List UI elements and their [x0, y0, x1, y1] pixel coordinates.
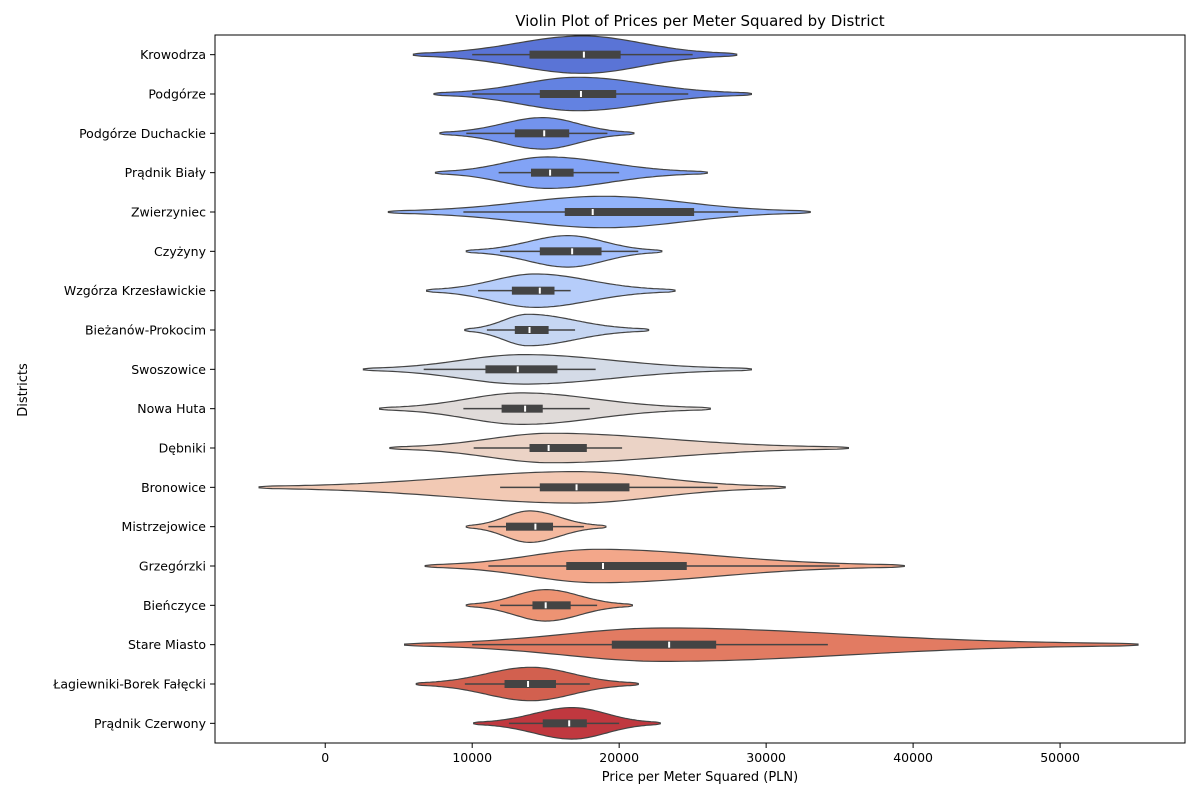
- violin-median: [668, 641, 671, 648]
- violin-13: [424, 548, 905, 584]
- chart-title: Violin Plot of Prices per Meter Squared …: [515, 12, 884, 30]
- y-tick-label: Prądnik Biały: [125, 165, 207, 180]
- violin-6: [425, 273, 676, 308]
- violin-iqr-box: [485, 365, 558, 374]
- violin-3: [434, 156, 708, 189]
- violin-14: [465, 589, 633, 622]
- violin-median: [579, 91, 582, 97]
- violin-12: [465, 510, 607, 543]
- y-tick-label: Podgórze Duchackie: [79, 126, 206, 141]
- violin-iqr-box: [564, 208, 695, 216]
- violin-iqr-box: [511, 286, 555, 295]
- y-tick-label: Bronowice: [141, 480, 206, 495]
- violin-median: [575, 484, 578, 491]
- violin-iqr-box: [506, 522, 554, 531]
- violin-median: [534, 523, 537, 530]
- y-tick-label: Swoszowice: [131, 362, 206, 377]
- x-tick-label: 10000: [452, 750, 492, 765]
- violin-median: [527, 681, 530, 687]
- violin-median: [544, 602, 547, 609]
- violin-median: [591, 209, 594, 215]
- violin-iqr-box: [539, 247, 602, 256]
- violin-median: [602, 563, 604, 569]
- violin-7: [464, 313, 650, 347]
- y-axis-title: Districts: [16, 363, 31, 417]
- violin-iqr-box: [514, 326, 549, 334]
- plot-area: [258, 35, 1139, 740]
- violin-median: [528, 327, 531, 333]
- violin-4: [387, 195, 811, 229]
- violin-2: [439, 117, 635, 150]
- y-axis: Krowodrza Podgórze Podgórze Duchackie Prądn…: [52, 47, 215, 731]
- x-axis-title: Price per Meter Squared (PLN): [602, 770, 798, 785]
- violin-iqr-box: [532, 601, 571, 610]
- violin-11: [258, 471, 786, 504]
- violin-iqr-box: [529, 50, 621, 59]
- violin-median: [538, 287, 541, 294]
- violin-iqr-box: [611, 640, 717, 649]
- violin-17: [473, 707, 661, 740]
- y-tick-label: Wzgórza Krzesławickie: [64, 283, 206, 298]
- y-tick-label: Nowa Huta: [137, 401, 206, 416]
- violin-8: [362, 354, 752, 385]
- violin-1: [433, 76, 752, 112]
- y-tick-label: Bieżanów-Prokocim: [85, 323, 206, 338]
- y-tick-label: Prądnik Czerwony: [94, 716, 207, 731]
- violin-median: [568, 720, 571, 727]
- x-tick-label: 20000: [599, 750, 639, 765]
- violin-10: [389, 432, 849, 464]
- y-tick-label: Stare Miasto: [128, 637, 206, 652]
- violin-iqr-box: [504, 680, 556, 688]
- violin-9: [378, 392, 711, 425]
- y-tick-label: Podgórze: [148, 87, 206, 102]
- x-axis: 0 10000 20000 30000 40000 50000: [321, 743, 1080, 765]
- violin-median: [582, 51, 585, 58]
- y-tick-label: Bieńczyce: [143, 598, 206, 613]
- violin-iqr-box: [501, 404, 543, 413]
- violin-median: [524, 405, 527, 412]
- violin-iqr-box: [529, 444, 587, 452]
- violin-median: [571, 248, 574, 255]
- violin-iqr-box: [566, 562, 687, 570]
- violin-median: [543, 130, 546, 137]
- violin-15: [403, 627, 1139, 662]
- violin-16: [415, 666, 639, 702]
- x-tick-label: 40000: [893, 750, 933, 765]
- y-tick-label: Łagiewniki-Borek Fałęcki: [52, 677, 206, 692]
- y-tick-label: Zwierzyniec: [131, 205, 206, 220]
- violin-median: [549, 169, 552, 176]
- violin-median: [547, 445, 550, 451]
- y-tick-label: Grzegórzki: [139, 559, 206, 574]
- violin-0: [412, 35, 738, 74]
- violin-median: [516, 366, 519, 373]
- y-tick-label: Krowodrza: [140, 47, 206, 62]
- y-tick-label: Dębniki: [159, 441, 206, 456]
- violin-iqr-box: [530, 168, 574, 177]
- violin-iqr-box: [539, 483, 630, 492]
- x-tick-label: 30000: [746, 750, 786, 765]
- violin-iqr-box: [539, 90, 617, 98]
- y-tick-label: Mistrzejowice: [122, 519, 207, 534]
- x-tick-label: 0: [321, 750, 329, 765]
- y-tick-label: Czyżyny: [154, 244, 207, 259]
- violin-5: [465, 235, 663, 268]
- x-tick-label: 50000: [1040, 750, 1080, 765]
- violin-iqr-box: [542, 719, 587, 728]
- plot-frame: [214, 34, 1186, 744]
- violin-iqr-box: [514, 129, 570, 138]
